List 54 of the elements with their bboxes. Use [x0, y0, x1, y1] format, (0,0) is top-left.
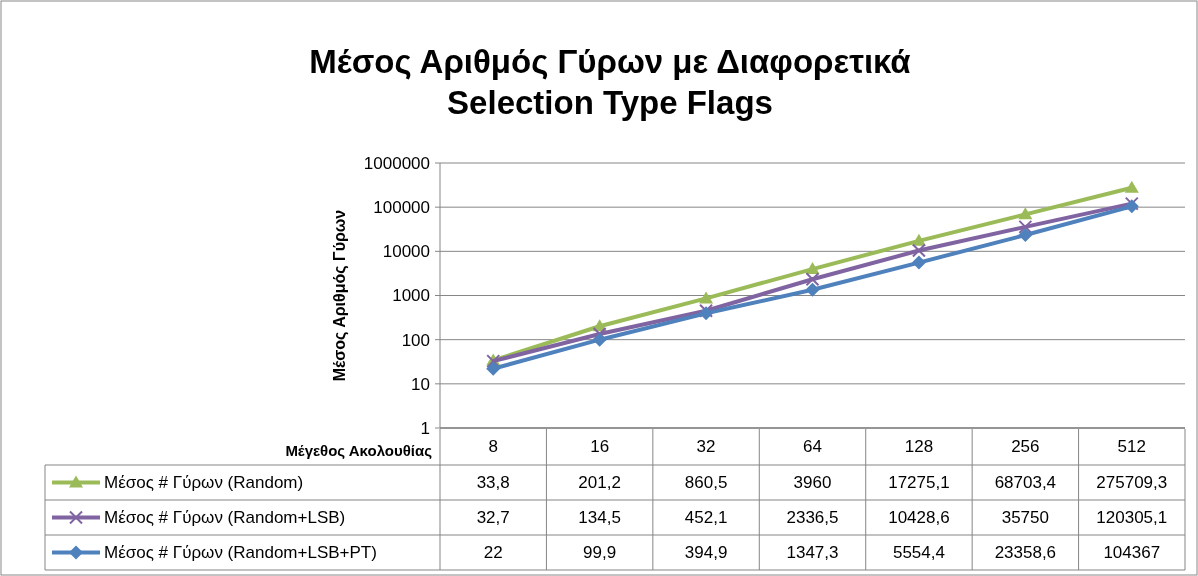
data-label: 201,2 — [578, 473, 621, 493]
point — [911, 233, 926, 246]
data-label: 134,5 — [578, 508, 621, 528]
data-label: 99,9 — [583, 543, 617, 563]
point — [805, 272, 820, 287]
data-label: 35750 — [1001, 508, 1049, 528]
y-tick-label: 1 — [420, 418, 430, 438]
y-tick-label: 10000 — [382, 242, 430, 262]
data-label: 860,5 — [684, 473, 728, 493]
point — [486, 361, 501, 376]
y-tick-label: 10 — [411, 374, 430, 394]
point — [1018, 219, 1033, 234]
point — [805, 282, 820, 297]
data-label: 17275,1 — [888, 473, 950, 493]
data-label: 275709,3 — [1096, 473, 1168, 493]
legend-label: Μέσος # Γύρων (Random+LSB+PT) — [104, 543, 377, 563]
y-tick-label: 1000 — [392, 286, 430, 306]
data-label: 10428,6 — [888, 508, 950, 528]
point — [805, 262, 820, 275]
data-label: 32,7 — [476, 508, 510, 528]
x-tick-label: 64 — [803, 437, 822, 457]
x-tick-label: 128 — [904, 437, 934, 457]
point — [1018, 228, 1033, 243]
data-label: 33,8 — [476, 473, 510, 493]
point — [911, 243, 926, 258]
data-label: 394,9 — [684, 543, 728, 563]
data-label: 3960 — [793, 473, 832, 493]
chart-title: Μέσος Αριθμός Γύρων με Διαφορετικά Selection Type Flags — [309, 43, 911, 121]
point — [1018, 207, 1033, 220]
point — [699, 291, 714, 304]
x-tick-label: 8 — [488, 437, 498, 457]
data-label: 452,1 — [684, 508, 728, 528]
point — [592, 332, 607, 347]
data-label: 104367 — [1103, 543, 1161, 563]
y-tick-label: 100000 — [373, 198, 430, 218]
data-label: 22 — [483, 543, 503, 563]
x-tick-label: 512 — [1117, 437, 1146, 457]
y-tick-label: 1000000 — [363, 153, 430, 173]
data-label: 23358,6 — [994, 543, 1057, 563]
y-axis-title: Μέσος Αριθμός Γύρων — [331, 209, 349, 382]
x-axis-title: Μέγεθος Ακολουθίας — [285, 442, 433, 460]
point — [911, 255, 926, 270]
x-tick-label: 16 — [590, 437, 610, 457]
data-label: 2336,5 — [786, 508, 839, 528]
legend-label: Μέσος # Γύρων (Random+LSB) — [104, 508, 346, 528]
data-label: 1347,3 — [786, 543, 839, 563]
point — [1124, 180, 1139, 193]
x-tick-label: 32 — [696, 437, 716, 457]
data-label: 68703,4 — [994, 473, 1057, 493]
legend-label: Μέσος # Γύρων (Random) — [104, 473, 304, 493]
x-tick-label: 256 — [1011, 437, 1040, 457]
y-tick-label: 100 — [401, 330, 430, 350]
data-label: 120305,1 — [1096, 508, 1168, 528]
data-label: 5554,4 — [892, 543, 945, 563]
